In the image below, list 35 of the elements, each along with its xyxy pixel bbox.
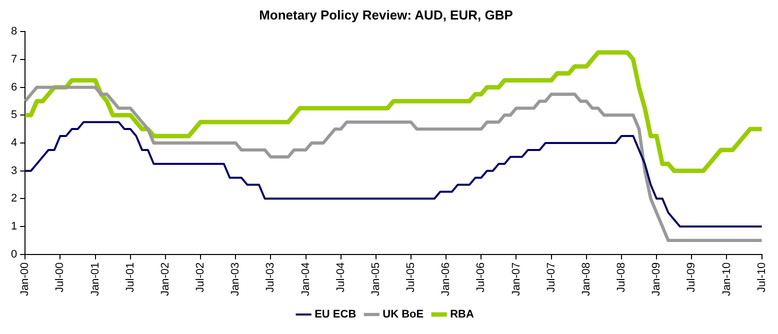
legend-label: EU ECB (314, 308, 356, 321)
x-tick-label: Jul-02 (194, 262, 207, 292)
y-tick-label: 5 (10, 109, 18, 122)
x-tick-label: Jul-08 (616, 262, 628, 292)
x-tick-label: Jul-06 (475, 262, 488, 292)
x-tick-label: Jan-03 (230, 262, 242, 296)
legend-label: UK BoE (382, 308, 424, 321)
legend-label: RBA (450, 308, 474, 321)
x-tick-label: Jan-00 (19, 262, 32, 296)
y-tick-label: 7 (10, 53, 18, 66)
x-tick-label: Jul-07 (545, 262, 558, 292)
x-tick-label: Jan-05 (370, 262, 382, 296)
y-tick-label: 1 (10, 220, 18, 233)
y-tick-label: 8 (10, 26, 18, 38)
x-tick-label: Jan-08 (580, 262, 592, 296)
x-tick-label: Jan-07 (510, 262, 522, 296)
x-tick-label: Jan-04 (300, 262, 312, 296)
x-tick-label: Jul-10 (756, 262, 768, 292)
y-tick-label: 2 (10, 192, 18, 205)
x-tick-label: Jul-09 (686, 262, 698, 292)
x-tick-label: Jan-01 (89, 262, 102, 296)
x-tick-label: Jan-10 (720, 262, 733, 296)
x-tick-label: Jan-06 (440, 262, 452, 296)
x-tick-label: Jul-03 (264, 262, 277, 292)
y-tick-label: 0 (10, 248, 18, 260)
x-tick-label: Jul-00 (54, 262, 66, 292)
chart-title: Monetary Policy Review: AUD, EUR, GBP (259, 7, 514, 22)
x-tick-label: Jan-02 (159, 262, 172, 296)
x-tick-label: Jul-01 (124, 262, 136, 292)
y-tick-label: 3 (10, 164, 18, 177)
y-tick-label: 6 (10, 81, 18, 94)
x-tick-label: Jul-05 (405, 262, 418, 292)
y-tick-label: 4 (10, 137, 18, 150)
x-tick-label: Jul-04 (334, 262, 347, 292)
x-tick-label: Jan-09 (650, 262, 663, 296)
